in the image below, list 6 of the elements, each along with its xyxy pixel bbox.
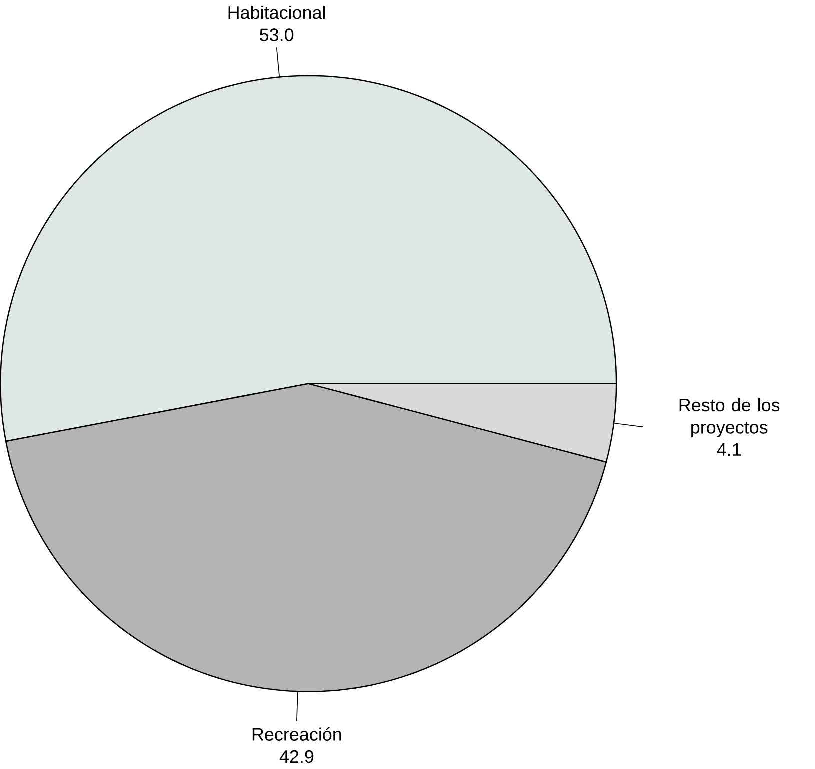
data-label: 4.1 xyxy=(717,443,741,456)
slice-label: Recreación xyxy=(252,727,342,741)
slice-label: Habitacional xyxy=(228,6,326,20)
data-label: 53.0 xyxy=(260,28,294,42)
legend-label: Resto de los proyectos xyxy=(680,398,780,438)
data-label: 42.9 xyxy=(280,750,314,764)
